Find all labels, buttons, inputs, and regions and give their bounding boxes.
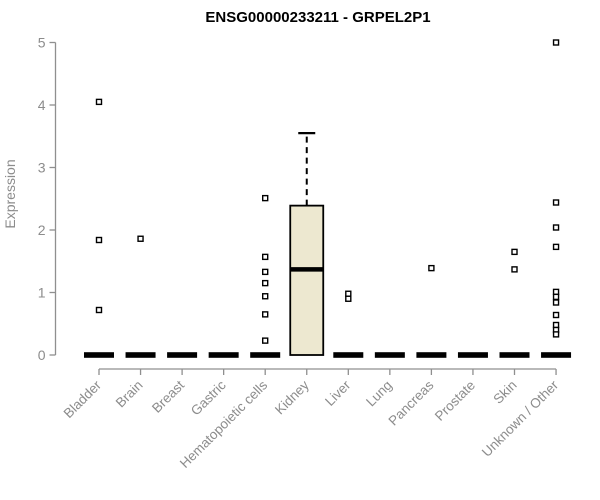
outlier-point <box>511 248 518 256</box>
median-bar <box>208 352 239 358</box>
outlier-point <box>262 194 269 202</box>
median-bar <box>541 352 572 358</box>
outlier-point <box>95 236 103 244</box>
outlier-point <box>552 288 560 296</box>
outlier-point <box>552 299 560 306</box>
y-axis-label: Expression <box>2 159 18 228</box>
outlier-point <box>262 279 269 287</box>
median-bar <box>499 352 530 358</box>
x-tick-label: Liver <box>322 377 354 409</box>
outlier-point <box>552 311 560 319</box>
median-bar <box>167 352 198 358</box>
outlier-point <box>552 293 560 301</box>
outlier-point <box>262 268 269 276</box>
median-bar <box>374 352 405 358</box>
outlier-point <box>262 253 269 261</box>
outlier-point <box>137 235 144 242</box>
x-tick-label: Skin <box>490 378 519 407</box>
outlier-point <box>95 306 103 314</box>
x-tick-label: Pancreas <box>386 377 437 428</box>
x-tick-label: Prostate <box>432 378 478 424</box>
outlier-point <box>428 264 435 272</box>
x-tick-label: Bladder <box>61 377 105 421</box>
median-bar <box>416 352 447 358</box>
outlier-point <box>552 39 560 46</box>
outlier-point <box>262 293 269 300</box>
y-tick-label: 3 <box>38 160 46 176</box>
x-tick-label: Kidney <box>272 377 312 417</box>
outlier-point <box>262 311 269 318</box>
median-bar <box>333 352 364 358</box>
median-bar <box>250 352 281 358</box>
median-bar <box>457 352 488 358</box>
x-tick-label: Breast <box>149 377 187 415</box>
box <box>289 204 325 356</box>
y-tick-label: 0 <box>38 347 46 363</box>
outlier-point <box>345 290 352 297</box>
outlier-point <box>552 321 560 329</box>
chart-title: ENSG00000233211 - GRPEL2P1 <box>205 9 430 26</box>
outlier-point <box>552 224 560 231</box>
outlier-point <box>552 199 560 206</box>
outlier-point <box>95 98 103 106</box>
y-tick-label: 5 <box>38 35 46 51</box>
outlier-point <box>345 295 352 302</box>
x-tick-label: Unknown / Other <box>479 377 562 460</box>
median-bar <box>125 352 156 358</box>
outlier-point <box>262 337 269 344</box>
outlier-point <box>552 331 560 338</box>
y-tick-label: 1 <box>38 285 46 301</box>
y-tick-label: 4 <box>38 97 46 113</box>
median-bar <box>84 352 114 358</box>
x-tick-label: Brain <box>113 378 146 411</box>
outlier-point <box>552 243 560 251</box>
outlier-point <box>511 266 518 273</box>
x-tick-label: Lung <box>363 378 395 410</box>
x-tick-label: Gastric <box>188 377 229 418</box>
y-tick-label: 2 <box>38 222 46 238</box>
